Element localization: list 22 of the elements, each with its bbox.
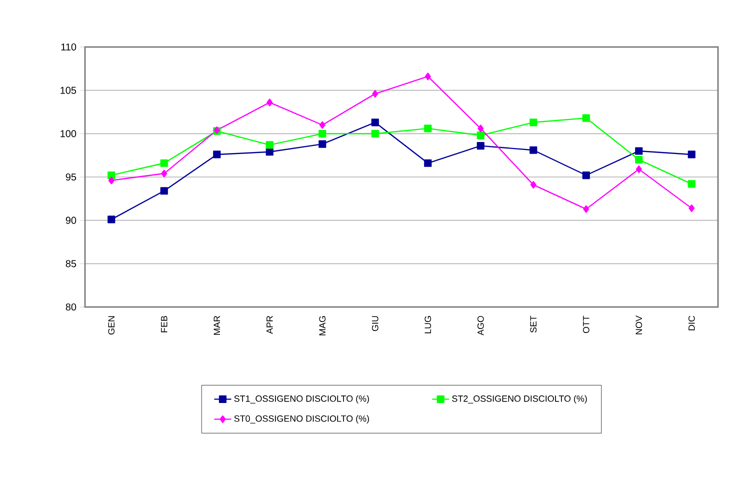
x-tick-label: AGO [477, 316, 484, 336]
x-tick-label: APR [266, 316, 273, 334]
x-tick-label: DIC [688, 316, 695, 330]
x-tick-label: OTT [582, 316, 590, 334]
x-tick-label: SET [530, 316, 537, 333]
y-tick-label: 90 [66, 216, 76, 224]
x-tick-label: GIU [372, 316, 378, 332]
x-tick-label: FEB [161, 316, 168, 332]
x-tick-label: NOV [636, 316, 642, 334]
y-tick-label: 80 [66, 303, 76, 311]
y-tick-label: 85 [66, 260, 76, 268]
x-tick-label: MAR [214, 316, 220, 335]
x-tick-label: MAG [319, 316, 326, 336]
y-tick-label: 95 [66, 173, 76, 181]
legend-label: ST2_OSSIGENO DISCIOLTO (%) [452, 395, 587, 404]
y-tick-label: 105 [60, 86, 76, 94]
y-tick-label: 110 [61, 43, 76, 51]
x-tick-label: LUG [424, 316, 432, 334]
x-tick-label: GEN [108, 316, 115, 334]
legend-label: ST0_OSSIGENO DISCIOLTO (%) [234, 415, 369, 424]
legend-label: ST1_OSSIGENO DISCIOLTO (%) [234, 395, 369, 404]
y-tick-label: 100 [60, 130, 76, 138]
